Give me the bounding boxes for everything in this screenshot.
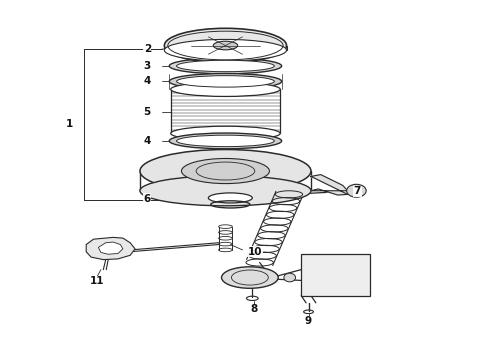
Ellipse shape (171, 82, 280, 96)
Ellipse shape (221, 267, 278, 288)
Ellipse shape (176, 135, 274, 147)
Ellipse shape (164, 40, 287, 61)
Ellipse shape (213, 41, 238, 50)
Ellipse shape (140, 176, 311, 206)
Text: 11: 11 (90, 276, 105, 286)
Text: 6: 6 (144, 194, 151, 204)
Ellipse shape (171, 126, 280, 140)
Text: 4: 4 (144, 76, 151, 86)
Ellipse shape (284, 273, 295, 282)
Ellipse shape (346, 184, 366, 197)
Polygon shape (311, 175, 347, 195)
Ellipse shape (164, 28, 287, 63)
Text: 8: 8 (250, 304, 257, 314)
Text: 7: 7 (354, 186, 361, 197)
Text: 3: 3 (144, 61, 151, 71)
Text: 2: 2 (144, 44, 151, 54)
Text: 10: 10 (247, 247, 262, 257)
Ellipse shape (140, 149, 311, 193)
Ellipse shape (169, 133, 282, 149)
Ellipse shape (169, 58, 282, 74)
Text: 4: 4 (144, 136, 151, 146)
Ellipse shape (176, 60, 274, 72)
Polygon shape (86, 237, 135, 260)
Ellipse shape (181, 158, 270, 184)
Ellipse shape (208, 193, 252, 203)
Text: 1: 1 (66, 120, 73, 129)
Text: 5: 5 (144, 107, 151, 117)
Text: 9: 9 (305, 316, 312, 327)
Ellipse shape (176, 76, 274, 87)
Polygon shape (98, 242, 123, 254)
Ellipse shape (169, 73, 282, 89)
Bar (301, 255, 369, 296)
